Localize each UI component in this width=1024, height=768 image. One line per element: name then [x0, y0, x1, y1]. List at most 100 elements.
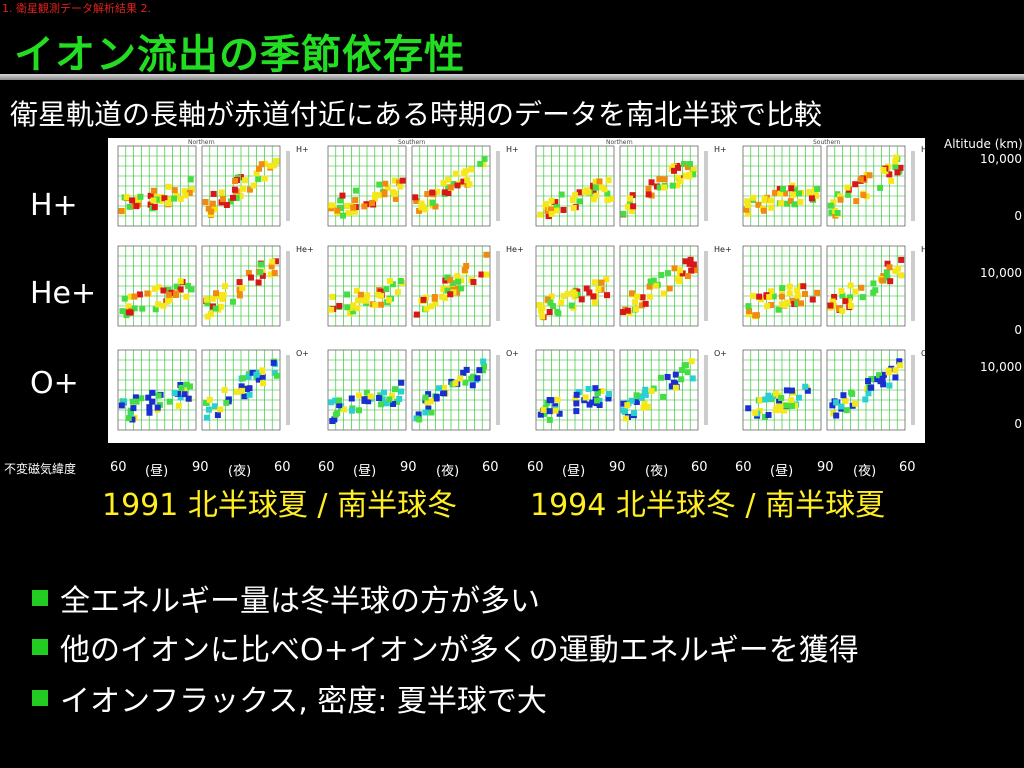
distribution-cell: [796, 190, 803, 197]
breadcrumb: 1. 衛星観測データ解析結果 2.: [2, 2, 151, 15]
distribution-cell: [398, 379, 405, 386]
distribution-cell: [786, 290, 793, 297]
distribution-cell: [450, 180, 457, 187]
distribution-cell: [782, 190, 789, 197]
distribution-cell: [433, 393, 440, 400]
distribution-cell: [382, 180, 389, 187]
distribution-cell: [569, 197, 576, 204]
species-tag: H+: [921, 145, 925, 154]
distribution-cell: [422, 394, 429, 401]
ion-outflow-figure: Northern Southern Northern Southern H+ H+ H+ H+…: [108, 138, 939, 443]
distribution-cell: [897, 164, 904, 171]
colorbar: [496, 251, 500, 321]
distribution-cell: [458, 285, 465, 292]
distribution-cell: [552, 199, 559, 206]
distribution-cell: [454, 273, 461, 280]
distribution-cell: [129, 197, 136, 204]
distribution-cell: [267, 271, 274, 278]
invariant-latitude-tick: 60: [735, 460, 752, 475]
distribution-cell: [661, 184, 668, 191]
distribution-cell: [185, 282, 192, 289]
distribution-cell: [350, 308, 357, 315]
distribution-cell: [633, 392, 640, 399]
distribution-cell: [397, 183, 404, 190]
distribution-cell: [800, 283, 807, 290]
hemisphere-label: Northern: [606, 139, 633, 146]
distribution-cell: [149, 398, 156, 405]
distribution-cell: [598, 286, 605, 293]
colorbar: [704, 355, 708, 425]
distribution-cell: [852, 400, 859, 407]
distribution-cell: [377, 288, 384, 295]
distribution-cell: [344, 202, 351, 209]
distribution-cell: [211, 206, 218, 213]
distribution-cell: [833, 399, 840, 406]
distribution-cell: [165, 200, 172, 207]
distribution-cell: [871, 376, 878, 383]
season-label-1994: 1994 北半球冬 / 南半球夏: [530, 488, 886, 523]
distribution-cell: [255, 376, 262, 383]
distribution-cell: [624, 307, 631, 314]
distribution-cell: [553, 204, 560, 211]
distribution-cell: [760, 207, 767, 214]
distribution-cell: [155, 392, 162, 399]
distribution-cell: [129, 398, 136, 405]
distribution-cell: [620, 309, 627, 316]
distribution-cell: [164, 298, 171, 305]
distribution-cell: [376, 394, 383, 401]
distribution-cell: [831, 302, 838, 309]
distribution-cell: [797, 300, 804, 307]
distribution-cell: [432, 300, 439, 307]
distribution-cell: [460, 369, 467, 376]
distribution-cell: [171, 187, 178, 194]
distribution-cell: [133, 203, 140, 210]
distribution-cell: [208, 208, 215, 215]
distribution-cell: [241, 177, 248, 184]
distribution-cell: [573, 400, 580, 407]
distribution-cell: [884, 274, 891, 281]
distribution-cell: [620, 210, 627, 217]
distribution-cell: [548, 197, 555, 204]
distribution-cell: [858, 284, 865, 291]
distribution-cell: [355, 407, 362, 414]
distribution-cell: [131, 305, 138, 312]
distribution-cell: [454, 289, 461, 296]
distribution-cell: [227, 198, 234, 205]
distribution-cell: [642, 300, 649, 307]
distribution-cell: [347, 304, 354, 311]
distribution-cell: [363, 297, 370, 304]
invariant-latitude-tick: (夜): [645, 464, 669, 479]
distribution-cell: [556, 410, 563, 417]
square-bullet-icon: [32, 639, 48, 655]
distribution-cell: [688, 358, 695, 365]
distribution-cell: [827, 202, 834, 209]
distribution-cell: [788, 387, 795, 394]
distribution-cell: [560, 206, 567, 213]
distribution-cell: [781, 302, 788, 309]
distribution-cell: [391, 386, 398, 393]
distribution-cell: [457, 375, 464, 382]
species-tag: O+: [506, 349, 519, 358]
distribution-cell: [594, 390, 601, 397]
distribution-cell: [645, 185, 652, 192]
distribution-cell: [253, 170, 260, 177]
distribution-cell: [801, 291, 808, 298]
distribution-cell: [220, 291, 227, 298]
species-tag: He+: [296, 245, 314, 254]
distribution-cell: [425, 405, 432, 412]
distribution-cell: [797, 198, 804, 205]
distribution-cell: [880, 371, 887, 378]
distribution-cell: [431, 294, 438, 301]
distribution-cell: [203, 296, 210, 303]
distribution-cell: [546, 309, 553, 316]
invariant-latitude-tick: 90: [192, 460, 209, 475]
distribution-cell: [469, 382, 476, 389]
distribution-cell: [181, 188, 188, 195]
distribution-cell: [470, 373, 477, 380]
distribution-cell: [877, 184, 884, 191]
distribution-cell: [745, 405, 752, 412]
distribution-cell: [842, 298, 849, 305]
distribution-cell: [464, 177, 471, 184]
distribution-cell: [634, 293, 641, 300]
distribution-cell: [447, 291, 454, 298]
